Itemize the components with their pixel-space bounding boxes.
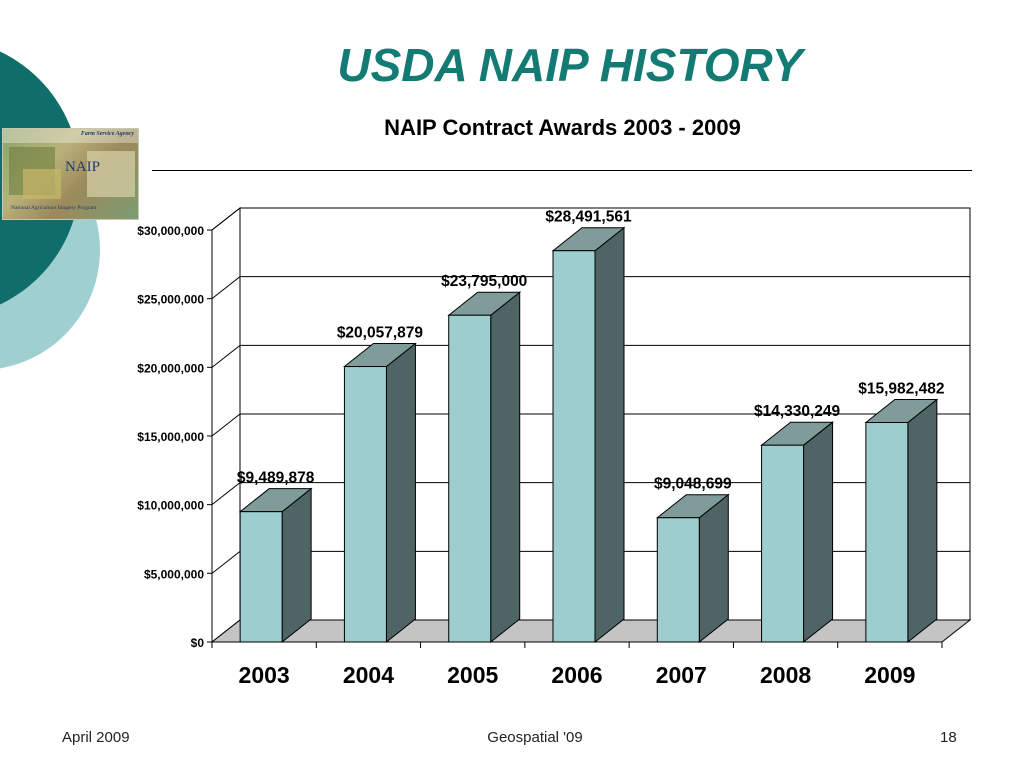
x-tick-label: 2003 bbox=[239, 662, 290, 688]
bar-side-face bbox=[803, 421, 834, 644]
data-label: $14,330,249 bbox=[754, 403, 841, 420]
y-gridline bbox=[211, 413, 970, 437]
y-tick-label: $20,000,000 bbox=[137, 361, 204, 375]
data-label: $15,982,482 bbox=[858, 381, 944, 398]
y-gridline bbox=[211, 207, 970, 231]
bar-side-face bbox=[385, 342, 416, 644]
bar-side-face bbox=[594, 226, 625, 644]
bar bbox=[448, 314, 492, 643]
naip-logo: Farm Service Agency NAIP National Agricu… bbox=[2, 128, 139, 220]
bar-side-face bbox=[490, 291, 521, 644]
bar bbox=[239, 511, 283, 643]
y-gridline bbox=[211, 344, 970, 368]
logo-imagery-tile bbox=[23, 169, 61, 199]
title-divider bbox=[152, 170, 972, 171]
logo-imagery-tile bbox=[87, 151, 135, 197]
logo-abbreviation: NAIP bbox=[65, 159, 101, 175]
data-label: $9,489,878 bbox=[237, 470, 315, 487]
y-tick-label: $30,000,000 bbox=[137, 224, 204, 238]
x-tick-label: 2005 bbox=[447, 662, 498, 688]
bar bbox=[761, 444, 805, 643]
x-tick-label: 2004 bbox=[343, 662, 394, 688]
data-label: $28,491,561 bbox=[545, 209, 632, 226]
x-tick-label: 2008 bbox=[760, 662, 811, 688]
bar bbox=[552, 250, 596, 643]
footer-event: Geospatial '09 bbox=[487, 729, 583, 746]
y-tick-label: $0 bbox=[191, 636, 205, 650]
slide-title: USDA NAIP HISTORY bbox=[337, 39, 803, 91]
data-label: $20,057,879 bbox=[337, 325, 424, 342]
y-gridline bbox=[211, 482, 970, 506]
y-tick-label: $5,000,000 bbox=[144, 567, 204, 581]
bar bbox=[656, 517, 700, 643]
y-tick-label: $25,000,000 bbox=[137, 293, 204, 307]
chart-title: NAIP Contract Awards 2003 - 2009 bbox=[384, 115, 741, 140]
x-tick-label: 2009 bbox=[864, 662, 915, 688]
y-tick-label: $10,000,000 bbox=[137, 499, 204, 513]
bar bbox=[865, 422, 909, 643]
logo-agency-text: Farm Service Agency bbox=[80, 131, 134, 137]
x-tick-label: 2007 bbox=[656, 662, 707, 688]
bar-side-face bbox=[281, 487, 312, 644]
data-label: $9,048,699 bbox=[654, 476, 732, 493]
x-tick-label: 2006 bbox=[551, 662, 602, 688]
y-tick-label: $15,000,000 bbox=[137, 430, 204, 444]
bar-side-face bbox=[907, 398, 938, 644]
data-label: $23,795,000 bbox=[441, 273, 527, 290]
bar bbox=[343, 366, 387, 643]
logo-band bbox=[3, 129, 138, 143]
bar-side-face bbox=[698, 493, 729, 644]
footer-page-number: 18 bbox=[940, 729, 957, 746]
y-gridline bbox=[211, 276, 970, 300]
logo-program-text: National Agriculture Imagery Program bbox=[11, 205, 97, 211]
footer-date: April 2009 bbox=[62, 729, 130, 746]
